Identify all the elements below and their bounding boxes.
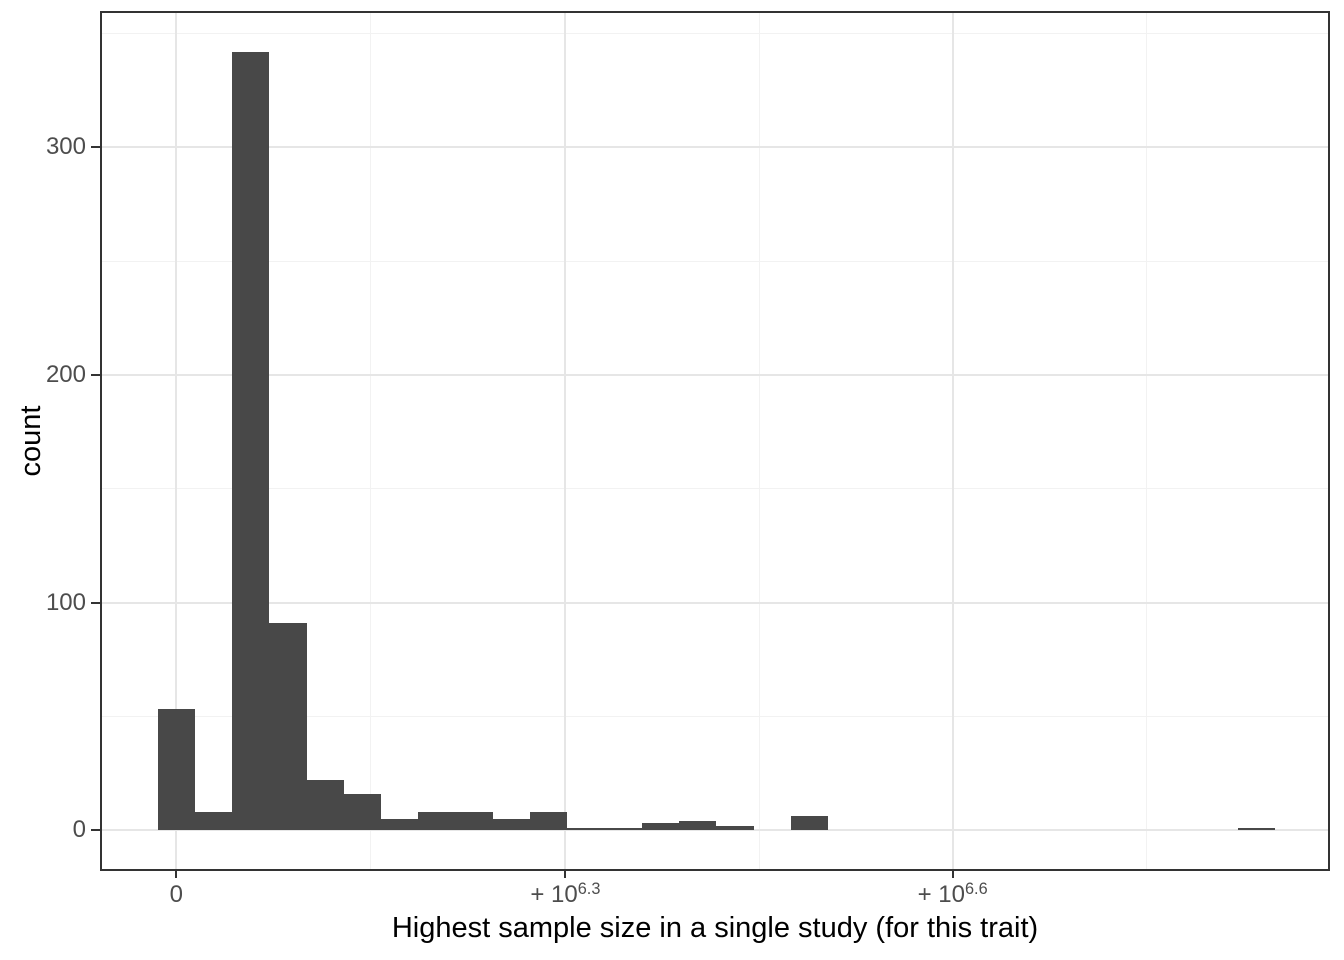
histogram-bar (232, 51, 270, 831)
x-tick-mark (564, 871, 567, 878)
x-tick-label: + 106.6 (917, 879, 988, 908)
gridline-minor-horizontal (102, 488, 1328, 490)
gridline-major-vertical (175, 13, 178, 869)
histogram-bar (641, 823, 680, 831)
histogram-bar (343, 793, 382, 831)
histogram-bar (604, 827, 642, 831)
x-axis-title: Highest sample size in a single study (f… (391, 912, 1039, 944)
histogram-bar (455, 811, 493, 831)
histogram-bar (790, 816, 829, 831)
gridline-major-horizontal (102, 374, 1328, 376)
plot-panel (100, 11, 1330, 871)
y-tick-label: 200 (45, 361, 86, 388)
gridline-minor-horizontal (102, 260, 1328, 262)
x-tick-label: + 106.3 (530, 879, 601, 908)
histogram-bar (269, 623, 307, 831)
histogram-bar (381, 818, 419, 831)
x-tick-mark (175, 871, 178, 878)
gridline-major-vertical (951, 13, 954, 869)
x-tick-mark (951, 871, 954, 878)
gridline-minor-vertical (1145, 13, 1147, 869)
gridline-minor-horizontal (102, 33, 1328, 35)
histogram-bar (418, 811, 456, 831)
y-tick-mark (91, 374, 100, 376)
gridline-major-vertical (564, 13, 567, 869)
gridline-minor-vertical (758, 13, 760, 869)
histogram-bar (716, 825, 754, 831)
histogram-bar (679, 820, 717, 831)
histogram-bar (194, 811, 233, 831)
histogram-bar (306, 780, 344, 831)
y-tick-label: 100 (45, 588, 86, 616)
y-tick-mark (91, 601, 100, 604)
gridline-minor-vertical (370, 13, 372, 869)
gridline-major-horizontal (102, 146, 1328, 149)
histogram-bar (492, 818, 531, 831)
gridline-minor-horizontal (102, 715, 1328, 717)
y-tick-mark (91, 829, 100, 832)
gridline-major-horizontal (102, 601, 1328, 604)
y-tick-label: 0 (72, 816, 86, 844)
y-axis-title: count (15, 405, 47, 477)
histogram-bar (157, 709, 195, 831)
histogram-bar (1237, 827, 1276, 831)
histogram-bar (567, 827, 605, 831)
histogram-bar (530, 811, 568, 831)
y-tick-label: 300 (45, 133, 86, 161)
y-tick-mark (91, 146, 100, 149)
x-tick-label: 0 (169, 881, 183, 908)
gridline-major-horizontal (102, 829, 1328, 832)
